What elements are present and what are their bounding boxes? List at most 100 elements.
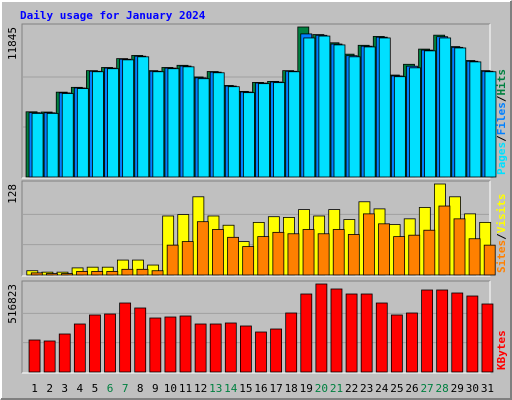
bar [345,293,358,373]
bar [451,292,464,373]
bar [273,82,285,178]
x-tick-label: 18 [285,382,298,395]
bar [31,113,44,178]
bar [363,213,375,276]
bar [333,44,346,178]
x-tick-label: 3 [61,382,68,395]
x-tick-label: 13 [209,382,222,395]
bar [288,71,301,178]
bar [378,37,391,178]
bar [151,270,164,276]
bar [454,47,467,178]
bar [167,68,180,178]
legend: KBytes [495,330,508,370]
bar [209,323,222,373]
bar [137,56,150,178]
bar [375,302,388,373]
bar [89,314,101,373]
x-tick-label: 20 [315,382,328,395]
bar [28,339,41,373]
bar [166,244,179,276]
y-tick-label: 516823 [6,284,19,324]
x-tick-label: 25 [390,382,403,395]
x-tick-label: 6 [107,382,114,395]
bar [363,46,376,178]
x-tick-label: 26 [405,382,418,395]
bar [439,37,452,178]
legend: Sites/Visits [495,194,508,274]
legend-entry: KBytes [495,330,508,370]
panel-edge [22,181,491,277]
x-tick-label: 27 [420,382,433,395]
x-tick-label: 10 [164,382,177,395]
x-tick-label: 9 [152,382,159,395]
bar [243,92,255,178]
bar [182,66,195,178]
legend: Pages/Files/Hits [495,69,508,175]
bar [164,316,177,373]
x-tick-label: 4 [77,382,84,395]
bar [152,71,165,178]
x-tick-label: 24 [375,382,389,395]
bar [468,238,481,276]
bar [149,317,162,373]
bar [212,72,225,178]
bar [136,268,149,276]
bar [438,205,451,276]
x-tick-label: 12 [194,382,207,395]
x-tick-label: 28 [436,382,449,395]
bar [43,340,56,373]
bar [181,241,194,276]
bar [484,71,497,178]
bar [300,293,313,373]
bar [318,35,331,178]
bar [424,50,436,178]
bar [76,271,88,276]
x-tick-label: 23 [360,382,373,395]
bar [347,234,360,276]
bar [330,288,343,373]
legend-entry: Hits [495,69,508,96]
legend-entry: Files [495,102,508,135]
bar [421,289,433,373]
x-tick-label: 16 [254,382,267,395]
y-tick-label: 11845 [6,27,19,60]
bar [270,328,282,373]
bar [119,302,132,373]
bar [285,312,298,373]
bar [436,289,449,373]
legend-entry: Sites [495,240,508,273]
legend-separator: / [495,95,508,102]
bar [107,68,119,178]
bar [30,272,43,276]
bar [255,331,267,373]
bar [227,86,240,178]
bar [408,234,421,276]
bar [212,229,224,276]
bar [61,273,73,276]
bar [240,325,252,373]
bar [224,322,237,373]
x-tick-label: 17 [269,382,282,395]
bar [242,246,255,276]
bar [106,271,119,276]
bar [423,229,436,276]
bar [315,283,328,373]
bar [227,236,239,276]
x-tick-label: 22 [345,382,358,395]
legend-entry: Visits [495,194,508,234]
panel-edge [21,23,490,178]
bar [122,59,135,178]
y-tick-label: 128 [6,184,19,204]
x-tick-label: 21 [330,382,343,395]
bar [179,315,192,373]
bar [390,314,403,373]
chart-title: Daily usage for January 2024 [20,9,206,22]
bar [194,323,207,373]
x-tick-label: 11 [179,382,192,395]
bar [466,295,479,373]
bar [481,303,494,373]
